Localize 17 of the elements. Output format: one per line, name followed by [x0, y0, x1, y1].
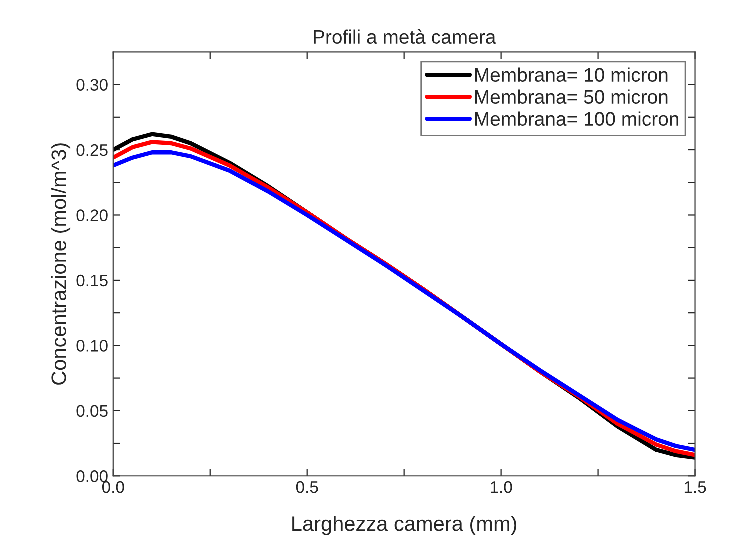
legend-label: Membrana= 10 micron [475, 68, 668, 82]
y-tick-label: 0.05 [76, 405, 108, 418]
x-tick-label: 1.5 [684, 482, 706, 494]
x-axis-title: Larghezza camera (mm) [292, 516, 517, 536]
x-tick-label: 1.0 [491, 481, 512, 494]
y-tick-label: 0.10 [76, 340, 108, 352]
y-tick-label: 0.30 [76, 79, 108, 91]
y-tick-label: 0.00 [76, 470, 108, 482]
chart-title: Profili a metà camera [314, 30, 496, 44]
legend-label: Membrana= 100 micron [475, 112, 678, 126]
legend-label: Membrana= 50 micron [475, 90, 668, 104]
y-tick-label: 0.15 [76, 274, 108, 287]
y-axis-title: Concentrazione (mol/m^3) [51, 144, 71, 385]
x-tick-label: 0.0 [102, 481, 124, 494]
x-tick-label: 0.5 [296, 481, 318, 494]
y-tick-label: 0.20 [76, 210, 108, 222]
y-tick-label: 0.25 [76, 144, 108, 156]
